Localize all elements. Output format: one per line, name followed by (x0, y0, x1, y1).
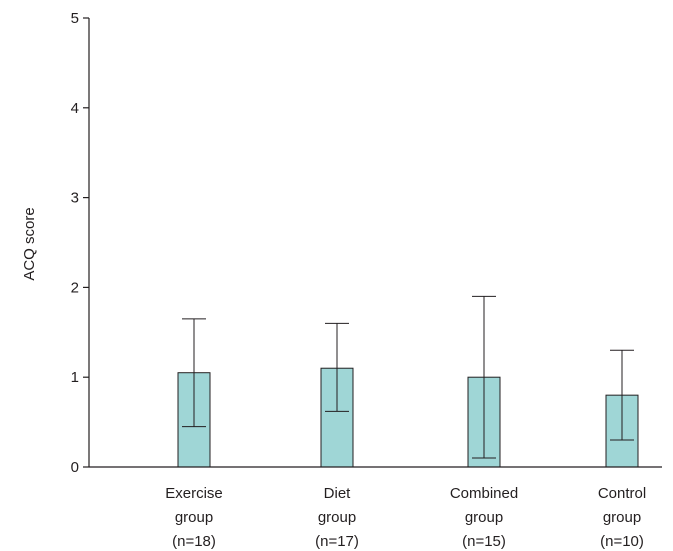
x-category-label-line: Diet (324, 485, 352, 502)
x-category-label-line: (n=18) (172, 533, 216, 550)
y-axis-title: ACQ score (21, 207, 38, 280)
y-tick-label: 0 (71, 459, 79, 476)
y-axis: 0 1 2 3 4 5 (71, 10, 90, 476)
x-category-label-line: group (465, 509, 503, 526)
y-tick-label: 1 (71, 369, 79, 386)
x-category-label-line: Control (598, 485, 646, 502)
x-category-label: Exercise group (n=18) (165, 485, 223, 550)
y-tick-label: 2 (71, 279, 79, 296)
x-category-label-line: (n=15) (462, 533, 506, 550)
x-category-label-line: group (175, 509, 213, 526)
x-category-label: Diet group (n=17) (315, 485, 359, 550)
x-axis: Exercise group (n=18) Diet group (n=17) Combin… (89, 466, 662, 550)
x-category-label: Combined group (n=15) (450, 485, 518, 550)
x-category-label: Control group (n=10) (598, 485, 646, 550)
x-category-label-line: group (318, 509, 356, 526)
x-category-label-line: Exercise (165, 485, 223, 502)
y-tick-label: 4 (71, 100, 79, 117)
x-category-label-line: group (603, 509, 641, 526)
plot-area (177, 295, 639, 468)
x-category-label-line: Combined (450, 485, 518, 502)
x-category-label-line: (n=17) (315, 533, 359, 550)
y-tick-label: 3 (71, 190, 79, 207)
x-category-label-line: (n=10) (600, 533, 644, 550)
y-tick-label: 5 (71, 10, 79, 27)
